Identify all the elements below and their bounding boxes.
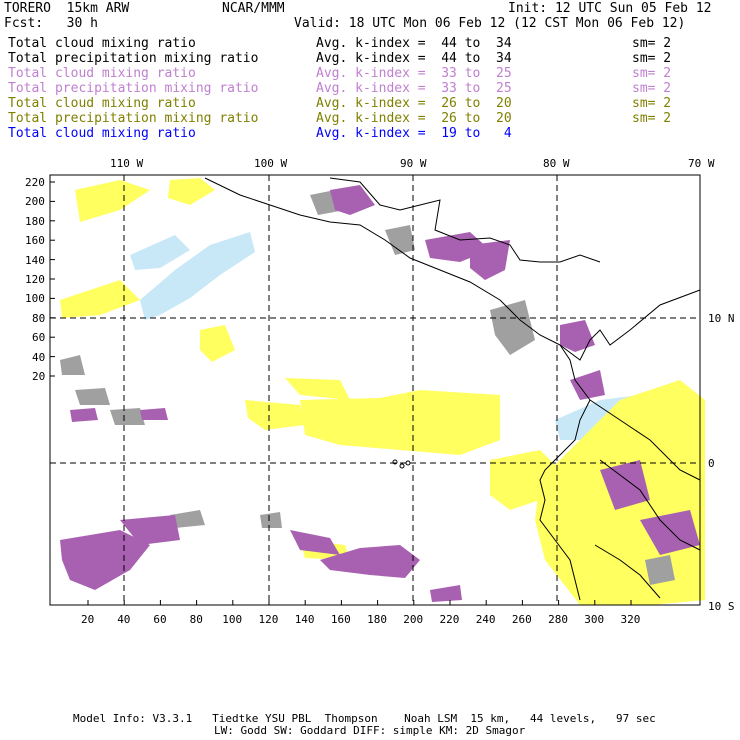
x-tick-label: 40 — [117, 613, 131, 626]
model-title: TORERO 15km ARW — [4, 1, 130, 16]
legend-field: Total cloud mixing ratio — [8, 66, 196, 81]
legend-k-index: Avg. k-index = 26 to 20 — [316, 111, 512, 126]
legend-field: Total precipitation mixing ratio — [8, 51, 259, 66]
org-label: NCAR/MMM — [222, 1, 285, 16]
valid-time: Valid: 18 UTC Mon 06 Feb 12 (12 CST Mon … — [294, 16, 686, 31]
legend-k-index: Avg. k-index = 33 to 25 — [316, 81, 512, 96]
y-tick-label: 40 — [32, 350, 46, 364]
y-tick-label: 80 — [32, 311, 46, 325]
lon-label: 100 W — [254, 157, 288, 170]
legend-k-index: Avg. k-index = 26 to 20 — [316, 96, 512, 111]
x-tick-label: 100 — [222, 613, 243, 626]
x-tick-label: 60 — [153, 613, 167, 626]
x-tick-label: 120 — [258, 613, 279, 626]
legend-smoothing: sm= 2 — [632, 51, 672, 66]
legend-k-index: Avg. k-index = 33 to 25 — [316, 66, 512, 81]
legend-field: Total precipitation mixing ratio — [8, 81, 259, 96]
axis-ticks — [50, 181, 632, 605]
x-tick-label: 300 — [584, 613, 605, 626]
y-tick-label: 160 — [25, 234, 45, 248]
legend-k-index: Avg. k-index = 44 to 34 — [316, 36, 512, 51]
cloud-purple — [60, 185, 700, 602]
y-tick-label: 140 — [25, 253, 45, 267]
y-tick-label: 200 — [25, 195, 45, 209]
legend-field: Total cloud mixing ratio — [8, 36, 196, 51]
lat-lon-grid — [50, 175, 700, 605]
lon-label: 80 W — [543, 157, 570, 170]
x-tick-label: 220 — [439, 613, 460, 626]
model-info: Model Info: V3.3.1 Tiedtke YSU PBL Thomp… — [73, 712, 656, 725]
lon-label: 90 W — [400, 157, 427, 170]
legend-field: Total cloud mixing ratio — [8, 126, 196, 141]
x-tick-label: 200 — [403, 613, 424, 626]
x-tick-label: 240 — [475, 613, 496, 626]
y-tick-label: 180 — [25, 214, 45, 228]
lon-label: 110 W — [110, 157, 144, 170]
x-tick-label: 320 — [620, 613, 641, 626]
galapagos-islands — [392, 459, 411, 469]
y-tick-label: 20 — [32, 370, 46, 383]
y-tick-label: 100 — [25, 292, 45, 306]
y-tick-label: 120 — [25, 273, 45, 286]
lon-label: 70 W — [688, 157, 715, 170]
legend-smoothing: sm= 2 — [632, 66, 672, 81]
legend-field: Total cloud mixing ratio — [8, 96, 196, 111]
y-tick-label: 60 — [32, 331, 46, 345]
x-tick-label: 180 — [367, 613, 387, 626]
init-time: Init: 12 UTC Sun 05 Feb 12 — [508, 1, 712, 16]
x-tick-label: 260 — [511, 613, 532, 626]
x-tick-label: 280 — [548, 613, 568, 626]
legend-smoothing: sm= 2 — [632, 96, 672, 111]
legend-k-index: Avg. k-index = 44 to 34 — [316, 51, 512, 66]
lat-label: 10 N — [708, 312, 735, 325]
x-tick-label: 160 — [330, 613, 351, 626]
lat-label: 0 — [708, 457, 715, 470]
forecast-hour: Fcst: 30 h — [4, 16, 98, 31]
legend-field: Total precipitation mixing ratio — [8, 111, 259, 126]
legend-smoothing: sm= 2 — [632, 36, 672, 51]
physics-info: LW: Godd SW: Goddard DIFF: simple KM: 2D… — [214, 724, 526, 737]
legend-k-index: Avg. k-index = 19 to 4 — [316, 126, 512, 141]
x-tick-label: 20 — [81, 613, 95, 626]
lat-label: 10 S — [708, 600, 735, 613]
map-frame — [49, 174, 701, 606]
legend-smoothing: sm= 2 — [632, 111, 672, 126]
x-tick-label: 80 — [189, 613, 203, 626]
x-tick-label: 140 — [294, 613, 315, 626]
legend-smoothing: sm= 2 — [632, 81, 672, 96]
y-tick-label: 220 — [25, 176, 45, 189]
